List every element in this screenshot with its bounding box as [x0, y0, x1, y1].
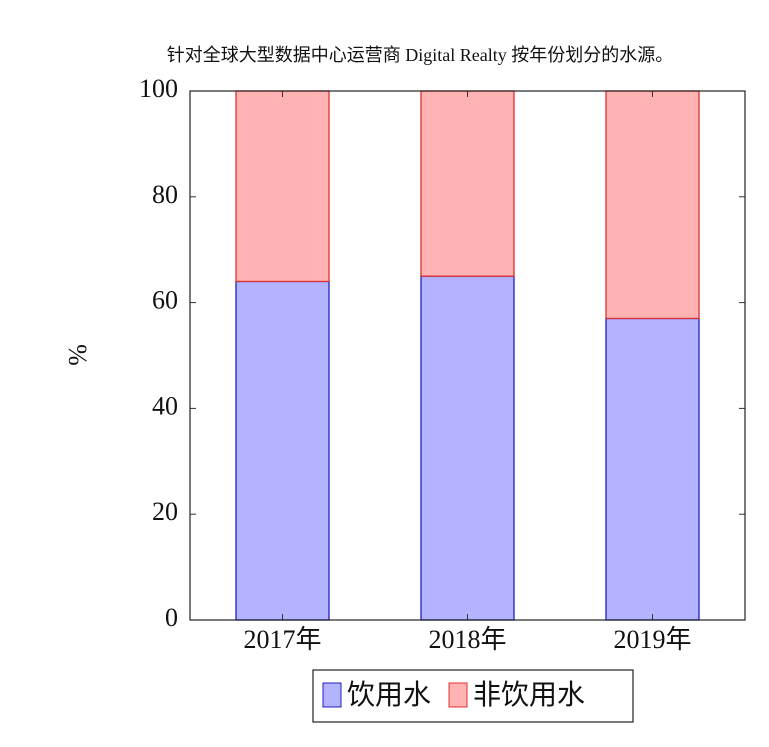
x-tick-label: 2018年 [428, 625, 506, 654]
plot-frame [189, 90, 746, 621]
bar [605, 317, 700, 621]
y-tick-label: 20 [152, 497, 178, 526]
bar [420, 275, 515, 621]
y-tick-label: 40 [152, 391, 178, 420]
legend-label: 饮用水 [347, 678, 431, 711]
x-tick-label: 2019年 [613, 625, 691, 654]
legend-swatch [448, 682, 468, 708]
y-tick-label: 80 [152, 180, 178, 209]
x-tick-label: 2017年 [243, 625, 321, 654]
bar [605, 90, 700, 320]
bar [235, 90, 330, 283]
legend-swatch [322, 682, 342, 708]
y-tick-label: 60 [152, 286, 178, 315]
y-tick-label: 100 [139, 74, 178, 103]
legend-label: 非饮用水 [473, 678, 585, 711]
chart-title: 针对全球大型数据中心运营商 Digital Realty 按年份划分的水源。 [167, 45, 673, 65]
bar [235, 280, 330, 621]
legend-box [312, 669, 634, 723]
bar [420, 90, 515, 277]
y-axis-label: % [63, 344, 92, 366]
y-tick-label: 0 [165, 603, 178, 632]
